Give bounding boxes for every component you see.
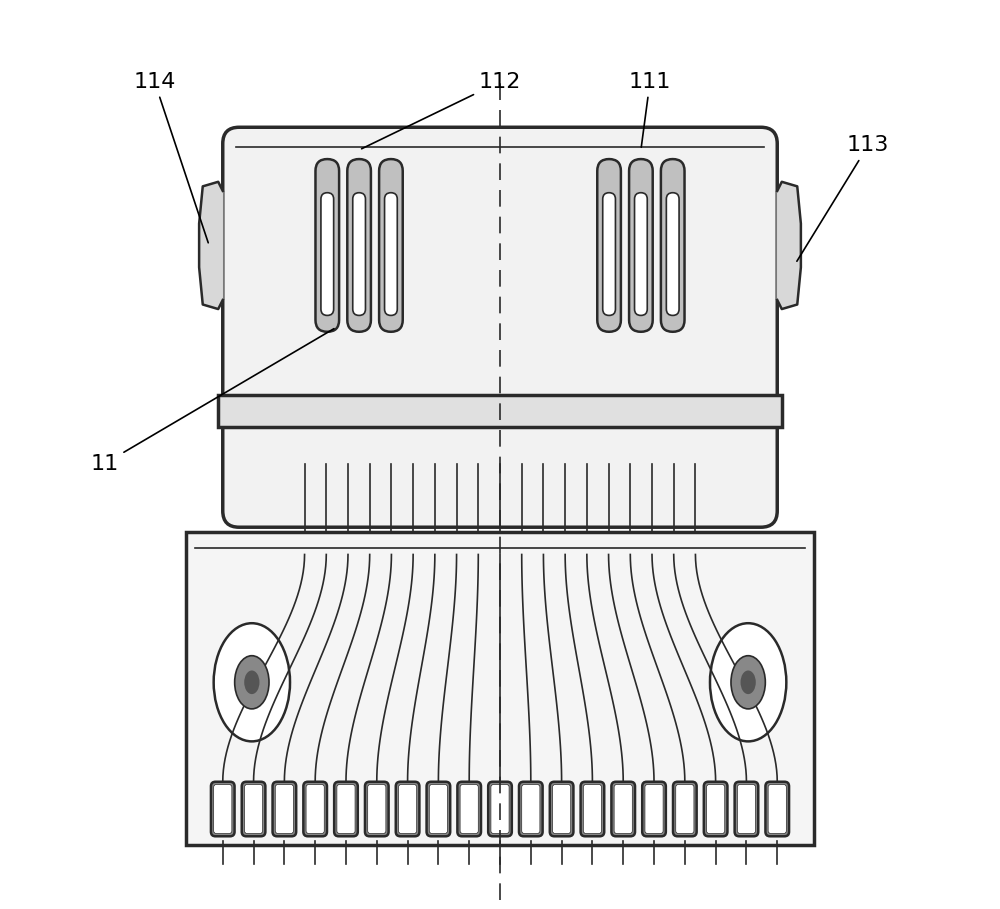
FancyBboxPatch shape [429, 784, 447, 834]
FancyBboxPatch shape [519, 782, 543, 836]
Polygon shape [199, 182, 223, 309]
FancyBboxPatch shape [398, 784, 417, 834]
FancyBboxPatch shape [550, 782, 573, 836]
FancyBboxPatch shape [704, 782, 727, 836]
FancyBboxPatch shape [635, 193, 647, 315]
FancyBboxPatch shape [666, 193, 679, 315]
FancyBboxPatch shape [735, 782, 758, 836]
Polygon shape [777, 182, 801, 309]
FancyBboxPatch shape [603, 193, 615, 315]
FancyBboxPatch shape [768, 784, 786, 834]
Ellipse shape [710, 624, 786, 742]
FancyBboxPatch shape [337, 784, 355, 834]
FancyBboxPatch shape [522, 784, 540, 834]
FancyBboxPatch shape [211, 782, 235, 836]
FancyBboxPatch shape [275, 784, 293, 834]
Text: 111: 111 [629, 72, 671, 147]
Text: 11: 11 [90, 329, 334, 474]
Text: 114: 114 [133, 72, 208, 243]
FancyBboxPatch shape [765, 782, 789, 836]
FancyBboxPatch shape [645, 784, 663, 834]
FancyBboxPatch shape [611, 782, 635, 836]
FancyBboxPatch shape [315, 159, 339, 332]
FancyBboxPatch shape [273, 782, 296, 836]
FancyBboxPatch shape [583, 784, 602, 834]
FancyBboxPatch shape [427, 782, 450, 836]
Ellipse shape [235, 655, 269, 709]
FancyBboxPatch shape [642, 782, 666, 836]
FancyBboxPatch shape [673, 782, 697, 836]
FancyBboxPatch shape [460, 784, 478, 834]
FancyBboxPatch shape [306, 784, 324, 834]
FancyBboxPatch shape [629, 159, 653, 332]
FancyBboxPatch shape [581, 782, 604, 836]
FancyBboxPatch shape [488, 782, 512, 836]
Text: 112: 112 [362, 72, 521, 149]
FancyBboxPatch shape [321, 193, 334, 315]
FancyBboxPatch shape [223, 127, 777, 527]
Text: 113: 113 [797, 135, 889, 261]
FancyBboxPatch shape [614, 784, 632, 834]
FancyBboxPatch shape [214, 784, 232, 834]
FancyBboxPatch shape [385, 193, 397, 315]
FancyBboxPatch shape [553, 784, 571, 834]
FancyBboxPatch shape [597, 159, 621, 332]
FancyBboxPatch shape [242, 782, 265, 836]
Ellipse shape [214, 624, 290, 742]
FancyBboxPatch shape [368, 784, 386, 834]
Ellipse shape [731, 655, 765, 709]
FancyBboxPatch shape [244, 784, 263, 834]
Ellipse shape [741, 671, 756, 694]
FancyBboxPatch shape [334, 782, 358, 836]
FancyBboxPatch shape [365, 782, 389, 836]
FancyBboxPatch shape [396, 782, 419, 836]
FancyBboxPatch shape [379, 159, 403, 332]
Bar [218, 395, 782, 427]
FancyBboxPatch shape [661, 159, 685, 332]
FancyBboxPatch shape [707, 784, 725, 834]
FancyBboxPatch shape [737, 784, 756, 834]
Bar [186, 532, 814, 845]
FancyBboxPatch shape [347, 159, 371, 332]
FancyBboxPatch shape [457, 782, 481, 836]
Ellipse shape [244, 671, 259, 694]
FancyBboxPatch shape [676, 784, 694, 834]
FancyBboxPatch shape [491, 784, 509, 834]
FancyBboxPatch shape [303, 782, 327, 836]
FancyBboxPatch shape [353, 193, 365, 315]
